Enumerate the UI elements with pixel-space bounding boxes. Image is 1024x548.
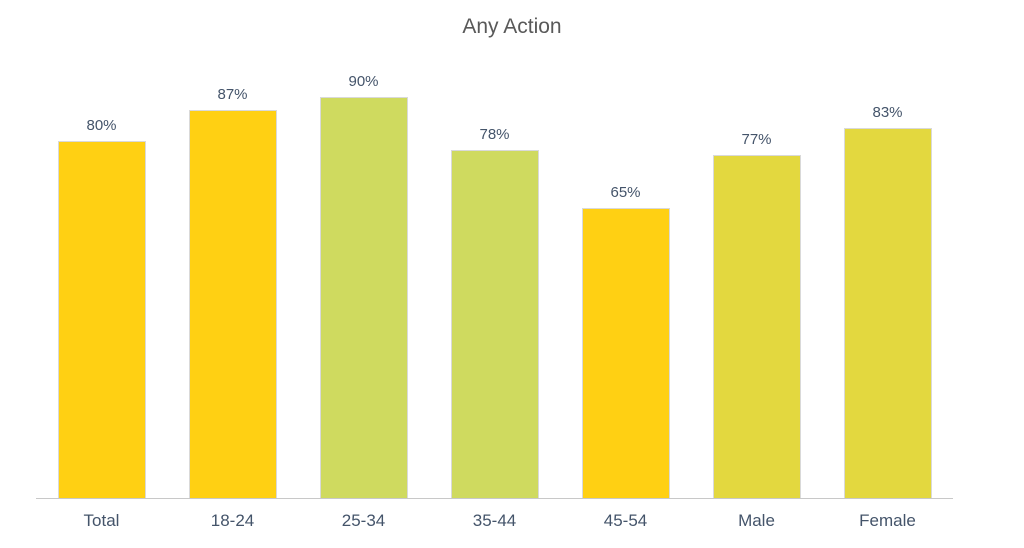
category-label: Total (83, 511, 120, 530)
chart-title: Any Action (462, 15, 562, 38)
bar (319, 96, 408, 498)
bar-value-label: 77% (741, 130, 772, 148)
bar-value-label: 87% (217, 85, 248, 103)
bar-column: 83% (822, 52, 953, 498)
bar-value-label: 90% (348, 72, 379, 90)
category-label: 45-54 (603, 511, 648, 530)
category-label: 18-24 (210, 511, 255, 530)
bar-column: 90% (298, 52, 429, 498)
bar-value-label: 65% (610, 184, 641, 202)
category-label: 35-44 (472, 511, 517, 530)
bar-column: 77% (691, 52, 822, 498)
bar-value-label: 83% (872, 103, 903, 121)
bar-column: 78% (429, 52, 560, 498)
bar (843, 127, 932, 498)
bar (712, 154, 801, 498)
bar-value-label: 78% (479, 126, 510, 144)
bar (57, 141, 146, 498)
x-axis-labels: Total 18-24 25-34 35-44 45-54 Male Female (36, 510, 953, 532)
category-label: 25-34 (341, 511, 386, 530)
bar-column: 65% (560, 52, 691, 498)
category-label: Female (859, 511, 916, 530)
bar-column: 87% (167, 52, 298, 498)
category-label: Male (738, 511, 775, 530)
bar (450, 150, 539, 498)
bar-value-label: 80% (86, 117, 117, 135)
bar (188, 109, 277, 498)
plot-area: 80% 87% 90% 78% 65% 77% 83% (36, 52, 953, 499)
bar-column: 80% (36, 52, 167, 498)
bar (581, 208, 670, 498)
